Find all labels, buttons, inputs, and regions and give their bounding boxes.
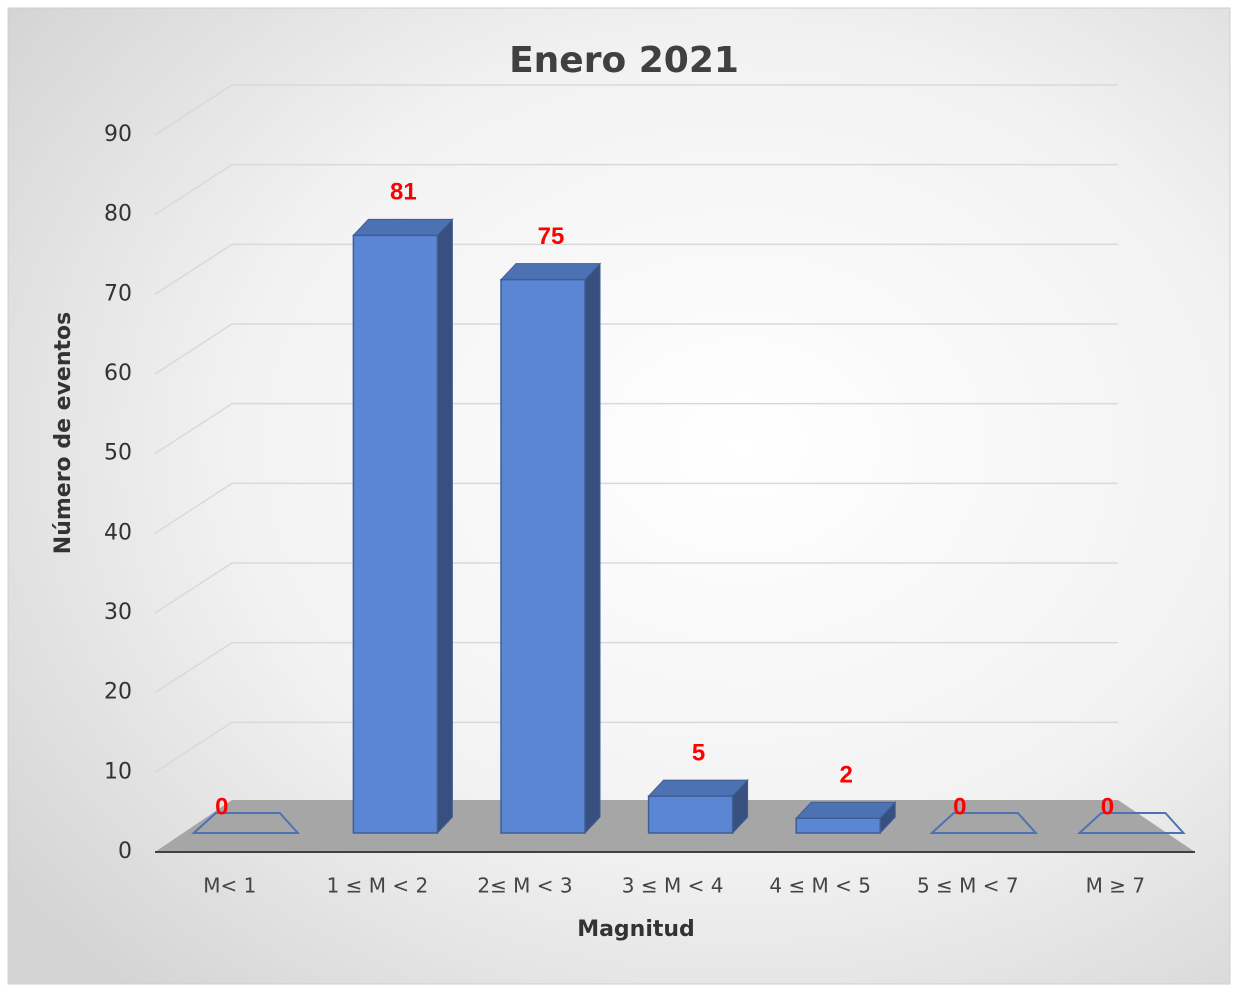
data-label: 0 (215, 793, 228, 820)
x-tick-label: 2≤ M < 3 (477, 874, 572, 898)
y-tick-label: 50 (104, 441, 132, 466)
x-tick-label: 1 ≤ M < 2 (327, 874, 429, 898)
x-axis-title: Magnitud (577, 917, 695, 942)
bar-front (647, 795, 734, 834)
y-tick-label: 30 (104, 600, 132, 625)
data-label: 2 (840, 762, 853, 789)
bar-front (352, 234, 439, 834)
bar-front (500, 278, 586, 834)
bar (352, 218, 454, 835)
bar (1076, 812, 1186, 834)
x-tick-label: M ≥ 7 (1086, 874, 1145, 898)
data-label: 75 (538, 223, 565, 250)
y-tick-label: 60 (104, 361, 132, 386)
x-tick-label: 4 ≤ M < 5 (769, 874, 871, 898)
bar (795, 800, 897, 835)
bar-top (352, 218, 454, 236)
bar-side (584, 262, 601, 835)
grid-line (154, 402, 1118, 455)
data-label: 5 (692, 739, 705, 766)
data-label: 81 (390, 179, 417, 206)
bar-front (795, 817, 881, 834)
y-axis-title: Número de eventos (51, 312, 76, 554)
data-label: 0 (953, 793, 966, 820)
y-tick-label: 70 (104, 281, 132, 306)
y-tick-label: 10 (104, 759, 132, 784)
bar (929, 812, 1039, 834)
y-tick-label: 90 (104, 122, 132, 147)
y-tick-label: 40 (104, 520, 132, 545)
grid-line (154, 562, 1118, 614)
grid-line (154, 482, 1118, 534)
x-tick-label: M< 1 (203, 874, 256, 898)
data-label: 0 (1101, 793, 1114, 820)
bar-top (647, 779, 749, 797)
bar-side (436, 218, 453, 835)
grid-line (154, 641, 1118, 694)
bar (647, 778, 749, 835)
bar (191, 812, 301, 834)
grid-line (154, 243, 1118, 295)
chart-title: Enero 2021 (509, 40, 739, 81)
grid-line (154, 163, 1118, 216)
bar (499, 262, 602, 835)
grid-line (154, 323, 1118, 375)
bar-top (499, 263, 602, 281)
y-tick-label: 20 (104, 680, 132, 705)
x-tick-label: 3 ≤ M < 4 (622, 874, 724, 898)
y-tick-label: 0 (118, 839, 132, 864)
y-tick-label: 80 (104, 202, 132, 227)
grid-line (154, 84, 1118, 136)
bar-top (795, 801, 897, 819)
grid-line (154, 721, 1118, 773)
x-tick-label: 5 ≤ M < 7 (917, 874, 1019, 898)
